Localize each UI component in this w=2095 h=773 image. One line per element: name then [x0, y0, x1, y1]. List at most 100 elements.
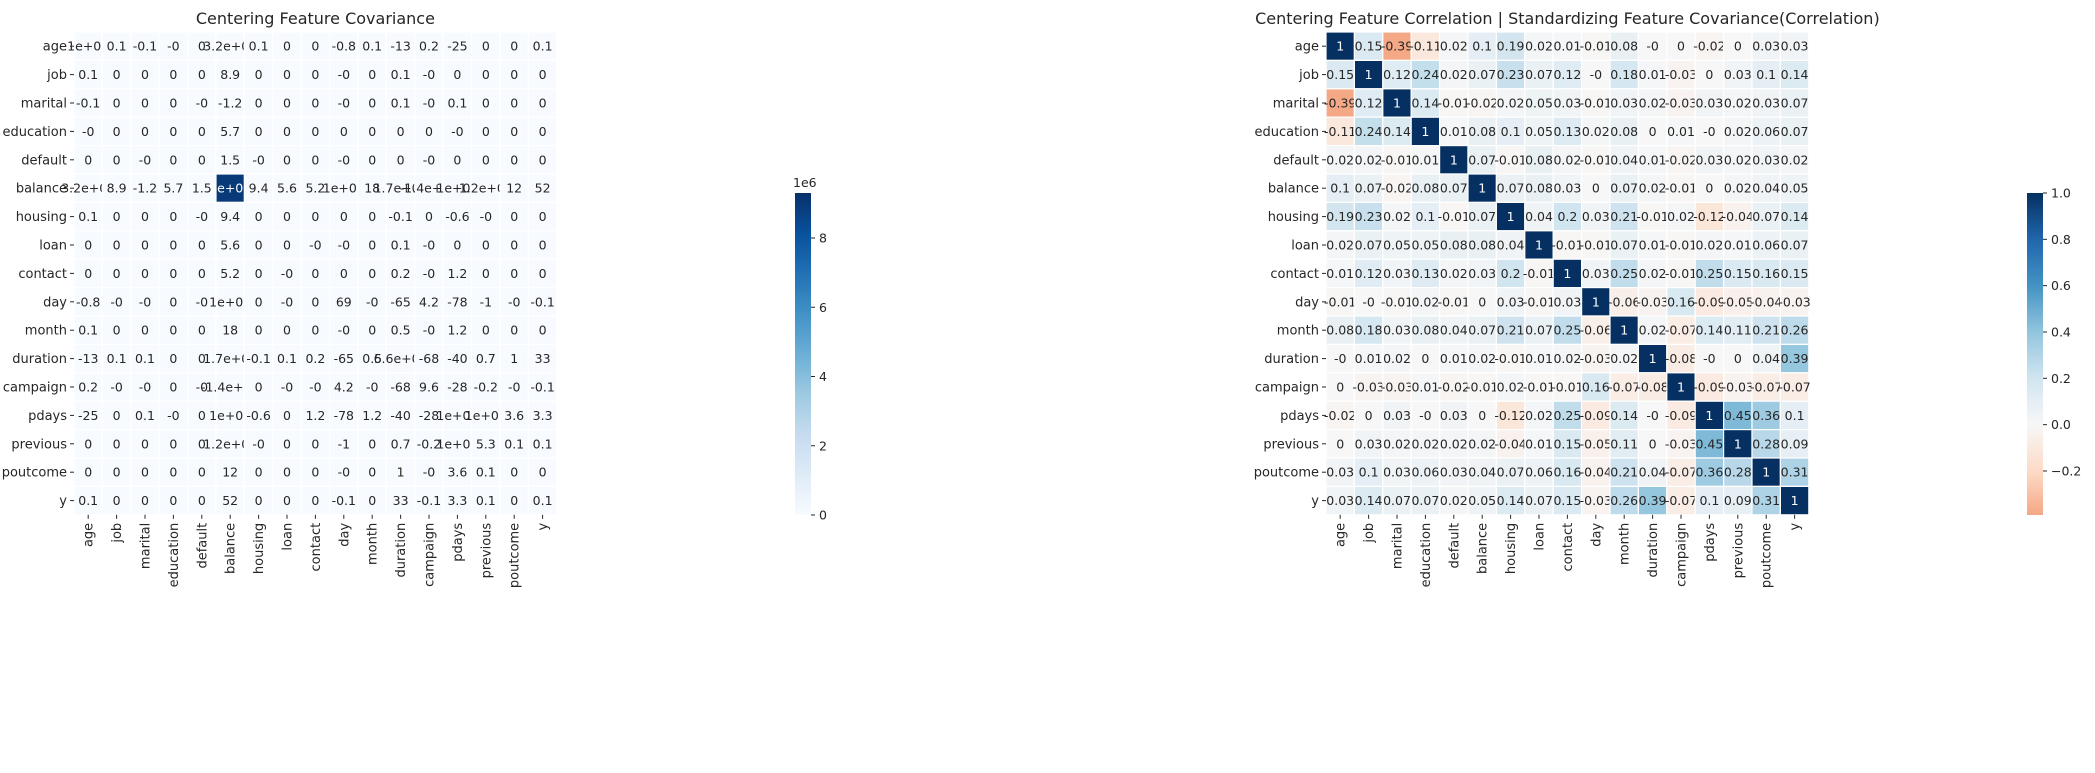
- cell-label: 0.02: [1639, 181, 1667, 196]
- colorbar-tick-label: 0.0: [2051, 417, 2071, 432]
- cell-label: 0: [169, 465, 177, 480]
- cell-label: 0.01: [1667, 124, 1695, 139]
- heatmap-cell: [1751, 343, 1781, 374]
- cell-label: -0.1: [417, 493, 441, 508]
- cell-label: -0: [423, 323, 436, 338]
- heatmap-cell: [1580, 230, 1611, 260]
- cell-label: 0: [113, 465, 121, 480]
- cell-label: -0: [508, 294, 521, 309]
- heatmap-cell: [272, 145, 302, 175]
- cell-label: 0: [368, 124, 376, 139]
- cell-label: 0: [510, 152, 518, 167]
- cell-label: 0: [169, 238, 177, 253]
- cell-label: 0.07: [1468, 67, 1496, 82]
- cell-label: 0: [482, 152, 490, 167]
- heatmap-cell: [1382, 145, 1412, 175]
- colorbar: [2027, 193, 2043, 515]
- heatmap-cell: [158, 258, 189, 289]
- cell-label: 0: [283, 152, 291, 167]
- cell-label: -0.07: [1665, 465, 1697, 480]
- cell-label: 0.03: [1610, 96, 1638, 111]
- cell-label: 0: [141, 323, 149, 338]
- heatmap-cell: [1694, 429, 1725, 459]
- heatmap-cell: [527, 201, 558, 232]
- cell-label: 0: [311, 323, 319, 338]
- heatmap-cell: [1694, 31, 1725, 61]
- cell-label: -0.03: [1665, 436, 1697, 451]
- cell-label: -0.01: [1438, 96, 1470, 111]
- cell-label: -0: [309, 238, 322, 253]
- x-tick-label: campaign: [1675, 523, 1690, 587]
- heatmap-cell: [499, 315, 529, 345]
- cell-label: 1e+02: [465, 408, 507, 423]
- cell-label: 0: [311, 493, 319, 508]
- cell-label: 0.01: [1440, 124, 1468, 139]
- y-tick-label: default: [21, 153, 67, 168]
- cell-label: -0.2: [474, 380, 498, 395]
- heatmap-cell: [1694, 201, 1725, 232]
- heatmap-cell: [1751, 429, 1781, 459]
- heatmap-cell: [527, 457, 558, 487]
- cell-label: -0.01: [1665, 238, 1697, 253]
- cell-label: 8.9: [220, 67, 240, 82]
- cell-label: 0: [482, 323, 490, 338]
- heatmap-cell: [1666, 230, 1696, 260]
- heatmap-cell: [414, 343, 444, 374]
- cell-label: 0: [368, 96, 376, 111]
- x-tick-label: default: [195, 523, 210, 569]
- heatmap-cell: [272, 31, 302, 61]
- heatmap-cell: [499, 31, 529, 61]
- cell-label: 0.05: [1525, 124, 1553, 139]
- cell-label: 0: [1365, 408, 1373, 423]
- heatmap-cell: [130, 258, 160, 289]
- cell-label: 18: [222, 323, 238, 338]
- cell-label: 0.1: [1785, 408, 1805, 423]
- x-tick-label: duration: [394, 523, 409, 578]
- heatmap-cell: [1609, 31, 1639, 61]
- heatmap-cell: [1609, 116, 1639, 147]
- cell-label: 0: [113, 124, 121, 139]
- cell-label: 0.02: [1781, 152, 1809, 167]
- cell-label: 0: [1734, 351, 1742, 366]
- cell-label: -0.06: [1580, 323, 1612, 338]
- cell-label: 0.03: [1440, 465, 1468, 480]
- heatmap-cell: [130, 343, 160, 374]
- cell-label: -0.03: [1665, 96, 1697, 111]
- cell-label: 0.03: [1383, 465, 1411, 480]
- cell-label: -0.03: [1778, 294, 1810, 309]
- x-tick-label: poutcome: [508, 523, 523, 588]
- cell-label: -0.01: [1523, 266, 1555, 281]
- cell-label: 0: [539, 152, 547, 167]
- cell-label: -0.03: [1580, 351, 1612, 366]
- cell-label: 0: [311, 124, 319, 139]
- cell-label: -78: [447, 294, 467, 309]
- heatmap-cell: [442, 173, 473, 203]
- heatmap-cell: [527, 173, 558, 203]
- colorbar-scale-label: 1e6: [793, 175, 817, 190]
- heatmap-cell: [101, 315, 132, 345]
- cell-label: 0: [368, 266, 376, 281]
- cell-label: 0: [198, 351, 206, 366]
- x-tick-label: poutcome: [1760, 523, 1775, 588]
- cell-label: -0.02: [1693, 39, 1725, 54]
- heatmap-cell: [329, 88, 359, 118]
- cell-label: 0.7: [476, 351, 496, 366]
- x-tick-label: previous: [479, 523, 494, 579]
- heatmap-cell: [1382, 315, 1412, 345]
- y-tick-label: previous: [1263, 437, 1319, 452]
- heatmap-cell: [1438, 400, 1469, 431]
- cell-label: -0.1: [388, 209, 412, 224]
- cell-label: 0: [84, 152, 92, 167]
- cell-label: 0.36: [1752, 408, 1780, 423]
- cell-label: 3.2e+03: [203, 39, 257, 54]
- heatmap-cell: [101, 230, 132, 260]
- heatmap-cell: [1722, 258, 1753, 289]
- cell-label: -0.03: [1665, 67, 1697, 82]
- cell-label: 0: [539, 209, 547, 224]
- heatmap-cell: [527, 485, 558, 516]
- heatmap-cell: [1410, 145, 1441, 175]
- cell-label: 0: [311, 39, 319, 54]
- heatmap-cell: [1438, 201, 1469, 232]
- cell-label: -1: [338, 436, 350, 451]
- cell-label: -0: [423, 266, 436, 281]
